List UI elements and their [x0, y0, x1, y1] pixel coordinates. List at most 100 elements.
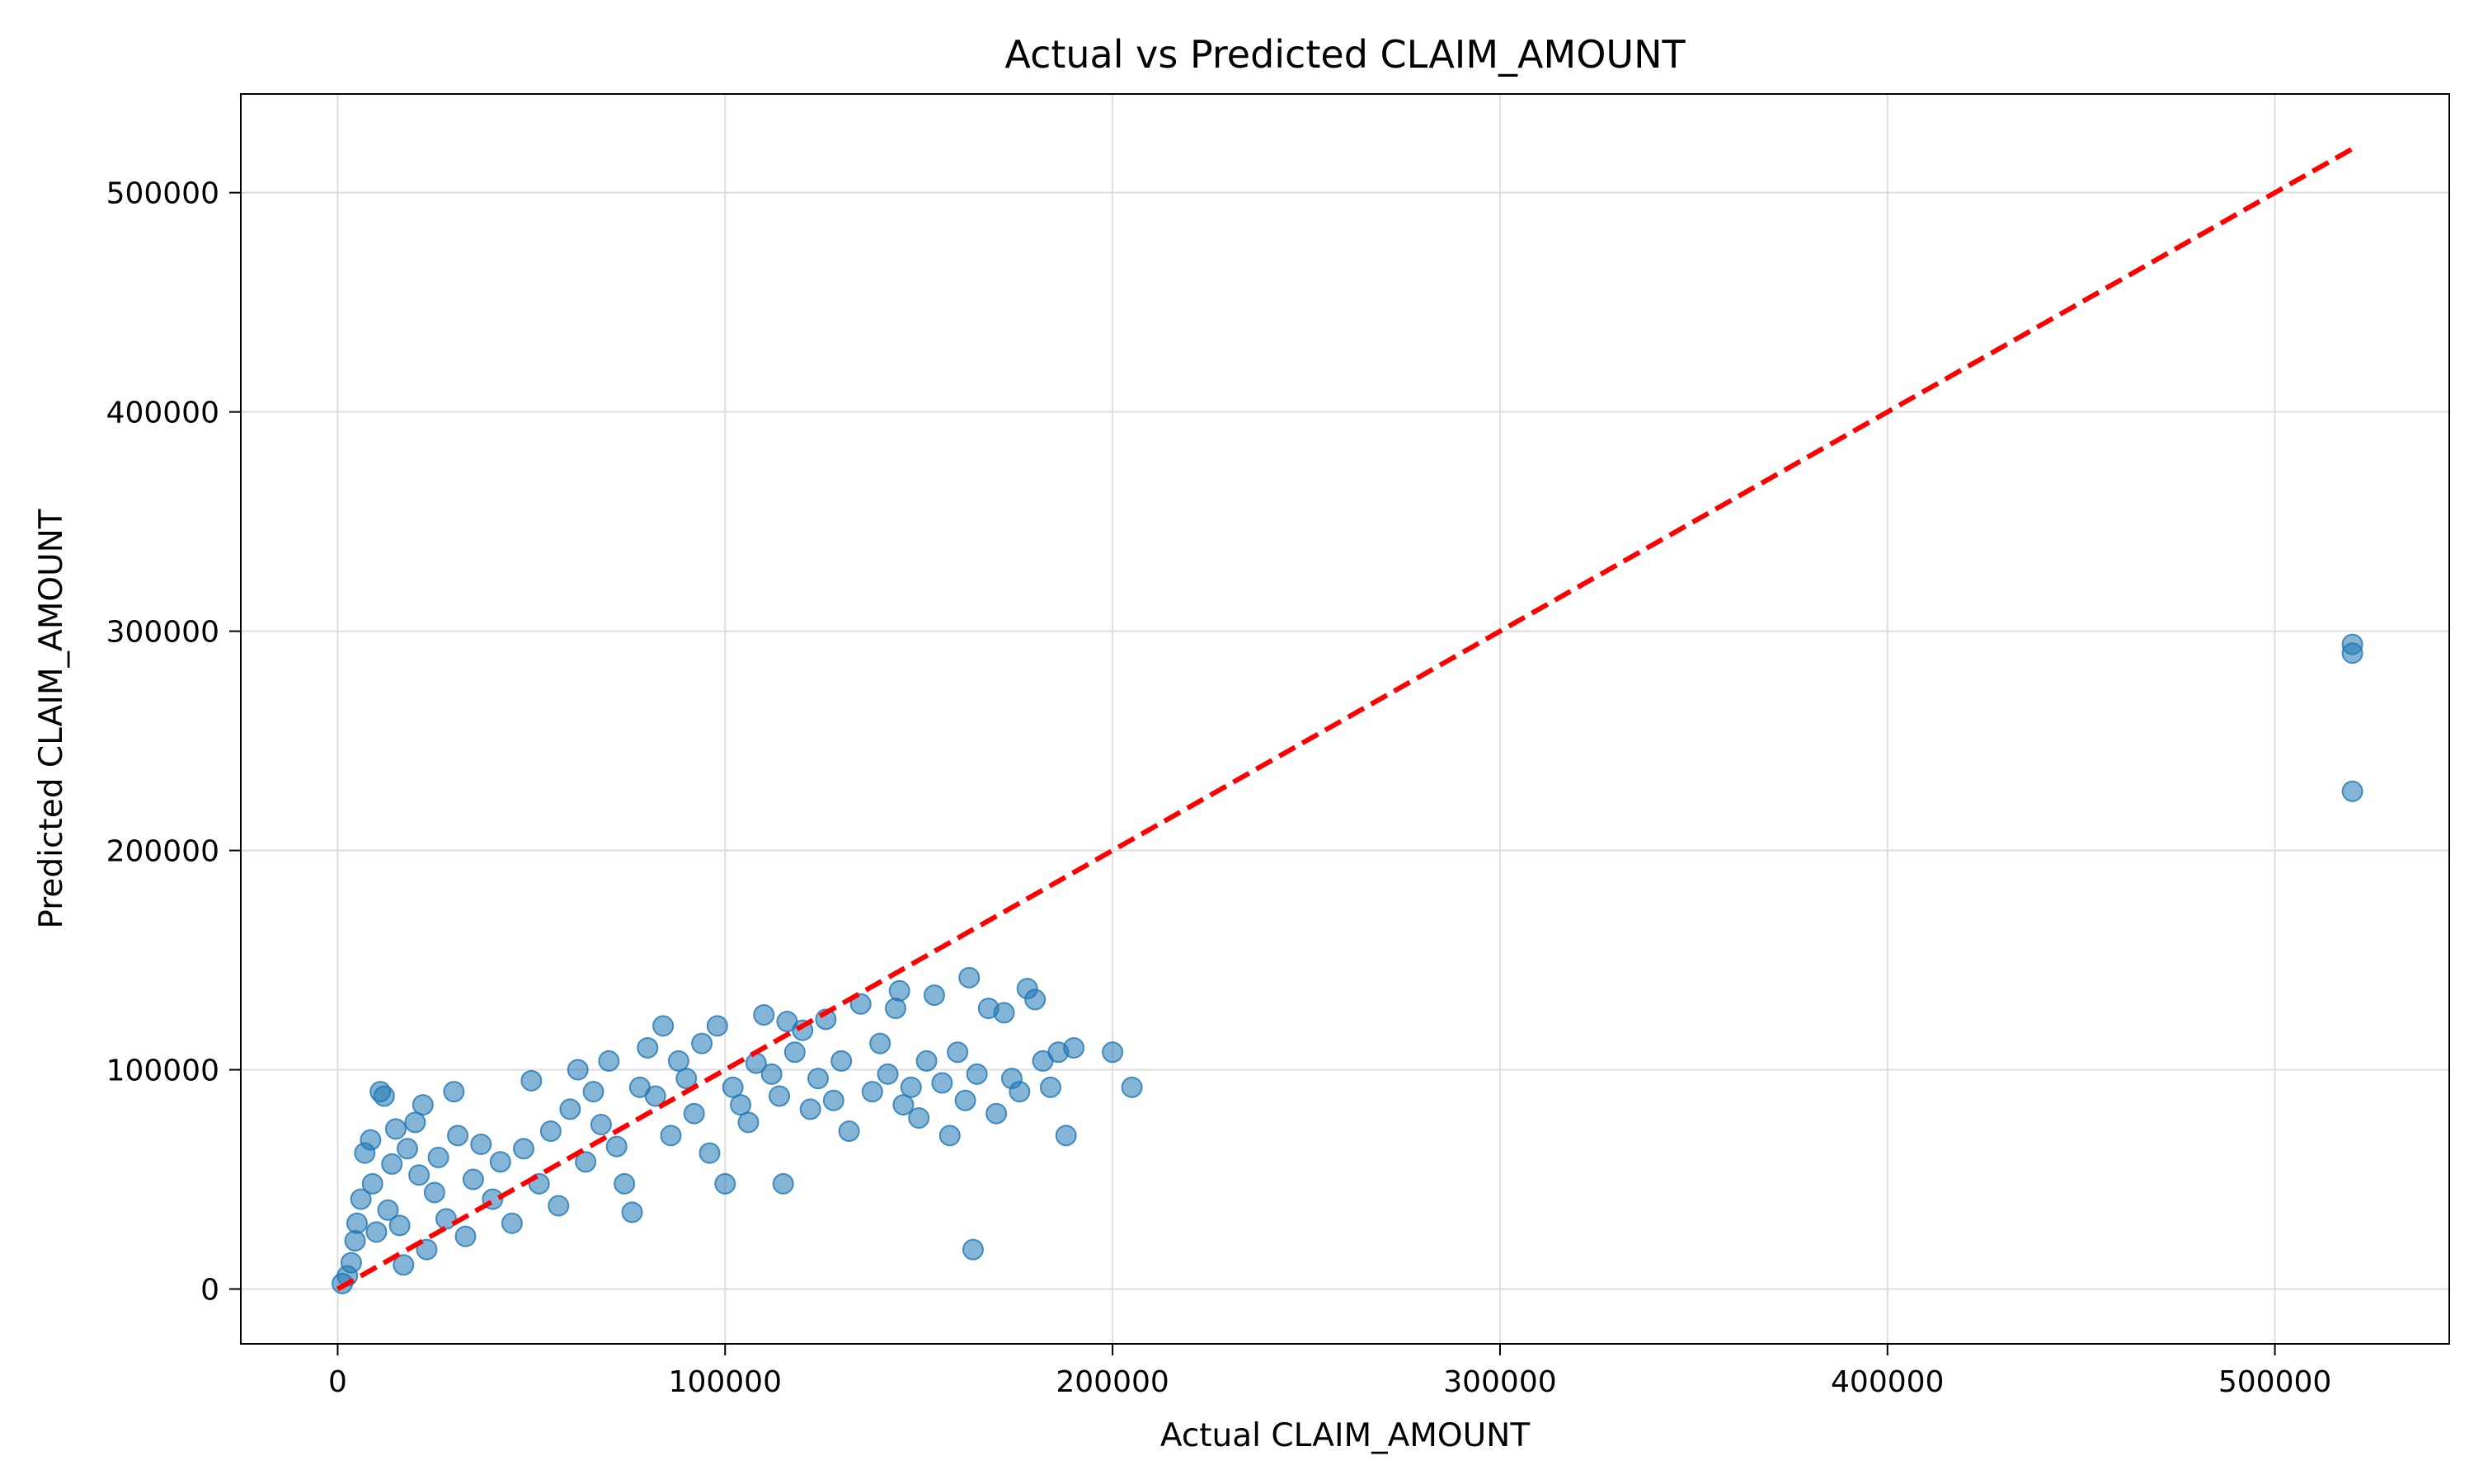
x-tick-label: 500000 [2218, 1365, 2331, 1399]
data-points [332, 633, 2363, 1294]
data-point [938, 1125, 961, 1147]
x-tick-label: 100000 [669, 1365, 782, 1399]
data-point [365, 1221, 388, 1243]
data-point [350, 1188, 372, 1210]
data-point [512, 1138, 534, 1160]
data-point [1121, 1076, 1143, 1098]
data-point [861, 1081, 883, 1103]
data-point [892, 1094, 915, 1116]
data-point [559, 1098, 581, 1120]
data-point [1039, 1076, 1061, 1098]
data-point [985, 1102, 1008, 1125]
data-point [539, 1120, 562, 1143]
data-point [360, 1129, 382, 1151]
data-point [393, 1254, 415, 1276]
data-point [698, 1142, 721, 1164]
data-point [340, 1252, 362, 1274]
plot-frame [240, 93, 2450, 1345]
data-point [807, 1068, 830, 1090]
data-point [377, 1199, 399, 1221]
data-point [691, 1032, 713, 1054]
data-point [548, 1195, 570, 1217]
data-point [501, 1212, 523, 1234]
data-point [384, 1118, 407, 1140]
x-tick-label: 300000 [1443, 1365, 1556, 1399]
y-tick-label: 500000 [106, 177, 219, 211]
data-point [830, 1050, 853, 1072]
data-point [799, 1098, 821, 1120]
data-point [822, 1089, 844, 1111]
data-point [520, 1069, 543, 1092]
data-point [915, 1050, 938, 1072]
data-point [769, 1085, 791, 1107]
data-point [598, 1050, 620, 1072]
data-point [869, 1032, 891, 1054]
data-point [388, 1214, 411, 1237]
data-point [575, 1151, 597, 1173]
data-point [675, 1068, 698, 1090]
data-point [361, 1172, 383, 1195]
data-point [443, 1081, 465, 1103]
data-point [1063, 1036, 1085, 1059]
data-point [900, 1076, 922, 1098]
data-point [582, 1081, 604, 1103]
data-point [877, 1063, 899, 1085]
y-tick-label: 0 [200, 1274, 219, 1308]
y-tick-label: 200000 [106, 835, 219, 869]
data-point [2341, 780, 2363, 802]
data-point [605, 1135, 628, 1158]
axis-ticks: 0 100000 200000 300000 400000 500000 0 100000 20… [106, 177, 2332, 1399]
data-point [1102, 1041, 1124, 1064]
data-point [1009, 1081, 1031, 1103]
data-point [993, 1002, 1015, 1024]
data-point [885, 998, 907, 1020]
data-point [435, 1208, 458, 1230]
data-point [667, 1050, 689, 1072]
data-point [381, 1153, 403, 1175]
data-point [412, 1094, 434, 1116]
y-tick-label: 100000 [106, 1054, 219, 1088]
data-point [416, 1238, 438, 1261]
data-point [423, 1181, 445, 1204]
data-point [737, 1111, 760, 1134]
data-point [753, 1004, 775, 1026]
data-point [888, 979, 910, 1002]
data-point [427, 1146, 449, 1168]
data-point [397, 1138, 419, 1160]
data-point [454, 1225, 477, 1247]
data-point [1055, 1125, 1077, 1147]
data-point [966, 1063, 988, 1085]
data-point [447, 1125, 469, 1147]
data-point [760, 1063, 783, 1085]
data-point [644, 1085, 666, 1107]
grid-lines [241, 94, 2449, 1344]
data-point [590, 1114, 612, 1136]
x-tick-label: 0 [328, 1365, 347, 1399]
data-point [908, 1107, 930, 1129]
data-point [408, 1164, 430, 1186]
data-point [1024, 989, 1047, 1011]
data-point [962, 1238, 984, 1261]
data-point [722, 1076, 744, 1098]
y-tick-label: 400000 [106, 397, 219, 430]
data-point [706, 1015, 728, 1037]
data-point [772, 1172, 794, 1195]
data-point [404, 1111, 426, 1134]
data-point [954, 1089, 976, 1111]
data-point [958, 966, 981, 989]
data-point [373, 1085, 395, 1107]
x-tick-label: 200000 [1056, 1365, 1169, 1399]
reference-line [336, 146, 2354, 1292]
data-point [931, 1072, 953, 1094]
reference-line-layer [336, 146, 2354, 1292]
chart-title: Actual vs Predicted CLAIM_AMOUNT [1004, 32, 1686, 77]
data-point [621, 1201, 643, 1223]
data-point [660, 1125, 682, 1147]
data-point [838, 1120, 860, 1143]
data-point [567, 1059, 589, 1081]
data-point [849, 993, 872, 1015]
data-point [346, 1212, 368, 1234]
data-point [637, 1036, 659, 1059]
